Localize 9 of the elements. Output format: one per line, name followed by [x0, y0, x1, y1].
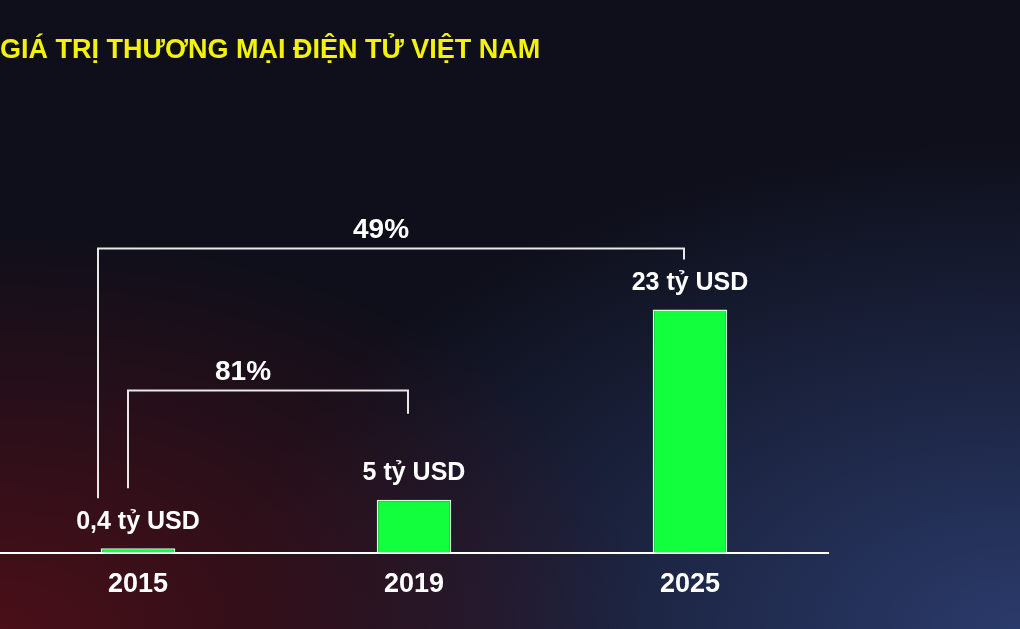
x-tick-label: 2015: [107, 568, 169, 599]
text: 49%: [352, 213, 410, 245]
x-tick-label: 2019: [383, 568, 445, 599]
annotation: 81%: [214, 355, 272, 387]
chart-title: GIÁ TRỊ THƯƠNG MẠI ĐIỆN TỬ VIỆT NAM: [0, 31, 541, 64]
x-tick-label: 2025: [659, 568, 721, 599]
data-label: 23 tỷ USD: [631, 266, 749, 295]
data-label: 5 tỷ USD: [362, 457, 466, 486]
data-label: 0,4 tỷ USD: [76, 505, 200, 534]
